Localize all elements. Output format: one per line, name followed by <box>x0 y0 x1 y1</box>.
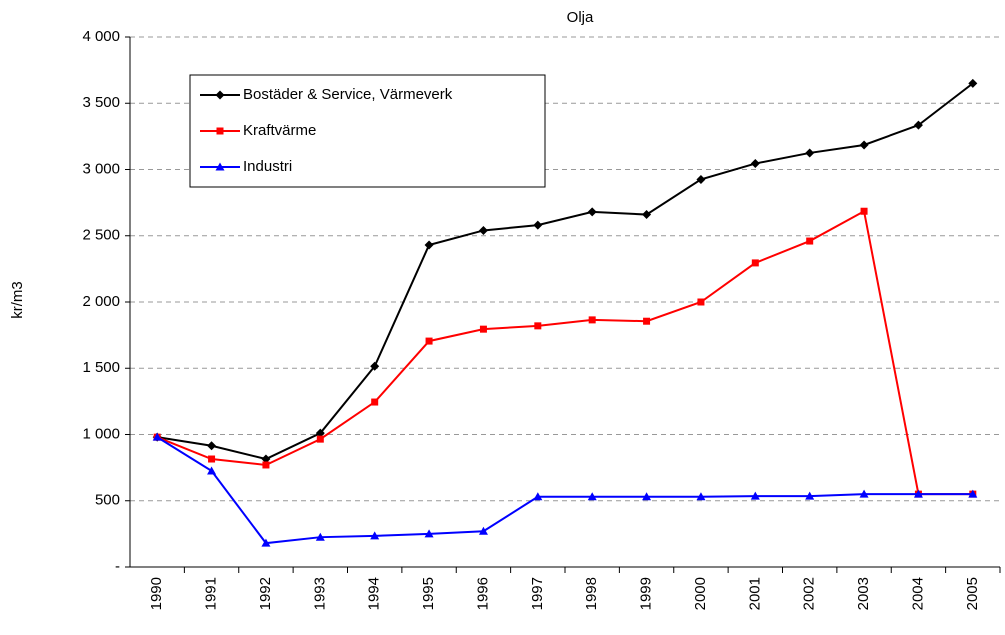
data-point <box>750 159 760 169</box>
data-point <box>478 526 488 535</box>
data-point <box>859 489 869 498</box>
data-point <box>207 466 217 475</box>
data-point <box>859 140 869 150</box>
series-line <box>156 436 973 545</box>
y-tick-label: 3 500 <box>82 94 120 111</box>
legend-marker <box>215 162 225 171</box>
x-tick-label: 1995 <box>420 577 437 610</box>
y-tick-label: 3 000 <box>82 160 120 177</box>
data-point <box>587 492 597 501</box>
y-tick-label: 2 000 <box>82 293 120 310</box>
legend-box <box>189 74 546 188</box>
y-tick-label: 2 500 <box>82 227 120 244</box>
data-point <box>479 325 487 333</box>
x-tick-label: 1998 <box>583 577 600 610</box>
x-tick-label: 1996 <box>474 577 491 610</box>
data-point <box>261 454 271 464</box>
data-point <box>696 492 706 501</box>
y-tick-label: 1 000 <box>82 425 120 442</box>
data-point <box>534 322 542 330</box>
x-tick-label: 1990 <box>148 577 165 610</box>
y-tick-label: 4 000 <box>82 28 120 45</box>
data-point <box>533 220 543 230</box>
x-tick-label: 2004 <box>909 577 926 610</box>
data-point <box>587 207 597 217</box>
data-point <box>913 489 923 498</box>
data-point <box>425 337 433 345</box>
data-point <box>371 398 379 406</box>
data-point <box>805 148 815 158</box>
x-tick-label: 2005 <box>964 577 981 610</box>
data-point <box>478 225 488 235</box>
x-tick-label: 1992 <box>257 577 274 610</box>
x-tick-label: 1999 <box>638 577 655 610</box>
x-tick-label: 1997 <box>529 577 546 610</box>
data-point <box>370 531 380 540</box>
data-point <box>913 120 923 130</box>
legend-label: Bostäder & Service, Värmeverk <box>243 86 453 103</box>
data-point <box>968 78 978 88</box>
data-point <box>805 491 815 500</box>
legend-label: Kraftvärme <box>243 122 316 139</box>
data-point <box>588 316 596 324</box>
data-point <box>370 361 380 371</box>
y-tick-label: 1 500 <box>82 359 120 376</box>
x-tick-label: 2003 <box>855 577 872 610</box>
data-point <box>207 441 217 451</box>
data-point <box>261 538 271 547</box>
data-point <box>751 259 759 267</box>
data-point <box>642 492 652 501</box>
data-point <box>643 317 651 325</box>
x-tick-label: 1994 <box>366 577 383 610</box>
legend-marker <box>216 127 224 135</box>
data-point <box>262 461 270 469</box>
x-tick-label: 2000 <box>692 577 709 610</box>
y-tick-label: - <box>115 558 120 575</box>
series-line <box>156 209 973 496</box>
data-point <box>315 428 325 438</box>
data-point <box>424 529 434 538</box>
legend-label: Industri <box>243 158 292 175</box>
data-point <box>696 174 706 184</box>
y-tick-label: 500 <box>95 492 120 509</box>
legend-marker <box>215 90 225 100</box>
data-point <box>806 237 814 245</box>
data-point <box>750 491 760 500</box>
data-point <box>152 432 162 441</box>
data-point <box>315 532 325 541</box>
data-point <box>424 240 434 250</box>
chart-title: Olja <box>567 9 594 26</box>
x-tick-label: 1993 <box>311 577 328 610</box>
data-point <box>697 298 705 306</box>
data-point <box>533 492 543 501</box>
data-point <box>208 455 216 463</box>
x-tick-label: 1991 <box>203 577 220 610</box>
y-axis-label: kr/m3 <box>9 281 26 319</box>
data-point <box>642 210 652 220</box>
x-tick-label: 2002 <box>801 577 818 610</box>
data-point <box>968 489 978 498</box>
series-line <box>157 82 974 461</box>
x-tick-label: 2001 <box>746 577 763 610</box>
data-point <box>316 435 324 443</box>
data-point <box>860 207 868 215</box>
